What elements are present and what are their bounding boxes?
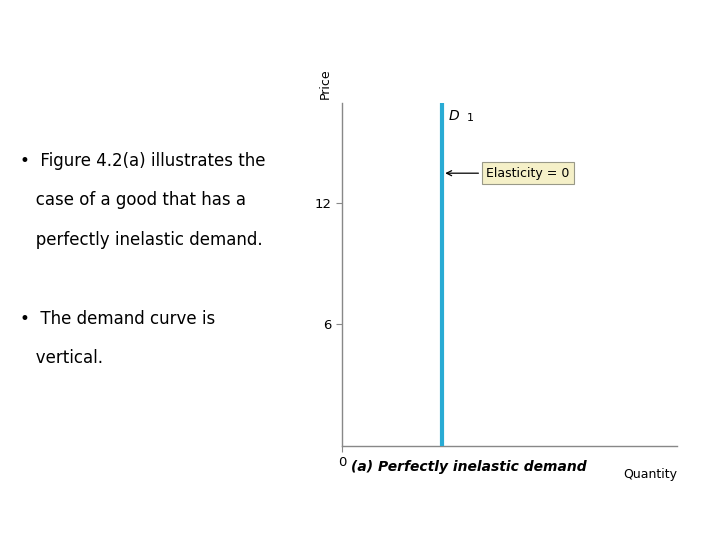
Text: Quantity: Quantity	[623, 468, 677, 481]
Text: vertical.: vertical.	[20, 349, 103, 367]
Text: (12 of 33): (12 of 33)	[450, 30, 552, 49]
Text: •  The demand curve is: • The demand curve is	[20, 309, 215, 328]
Text: 1: 1	[467, 113, 474, 123]
Text: Price Elasticity of Demand: Price Elasticity of Demand	[16, 24, 490, 55]
Text: Price: Price	[319, 69, 332, 99]
Text: Copyright © 2016 Pearson Education, Ltd. All Rights Reserved.: Copyright © 2016 Pearson Education, Ltd.…	[13, 515, 364, 525]
Text: perfectly inelastic demand.: perfectly inelastic demand.	[20, 231, 263, 249]
Text: Elasticity = 0: Elasticity = 0	[446, 167, 570, 180]
Text: case of a good that has a: case of a good that has a	[20, 191, 246, 209]
Text: (a) Perfectly inelastic demand: (a) Perfectly inelastic demand	[351, 460, 587, 474]
Text: PEARSON: PEARSON	[598, 510, 702, 529]
Text: •  Figure 4.2(a) illustrates the: • Figure 4.2(a) illustrates the	[20, 152, 266, 170]
Text: D: D	[449, 109, 459, 123]
